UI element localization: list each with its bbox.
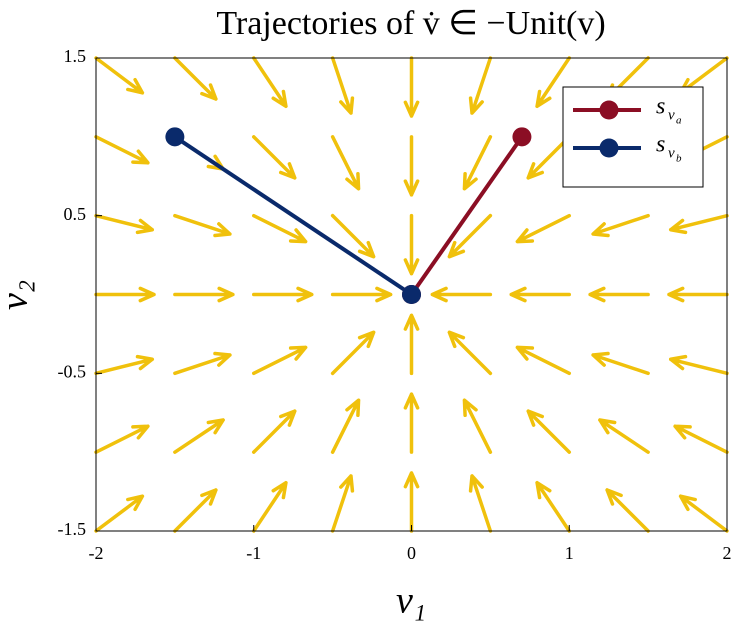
legend-marker [599, 100, 619, 120]
y-tick-label: 1.5 [64, 46, 87, 66]
x-tick-label: 1 [565, 543, 574, 563]
quiver-arrow [598, 418, 650, 454]
quiver-arrow [173, 286, 235, 303]
quiver-arrow [173, 351, 232, 376]
quiver-arrow [252, 56, 288, 109]
quiver-arrow [535, 56, 571, 109]
quiver-arrow [252, 213, 308, 244]
quiver-arrow [403, 56, 420, 118]
legend-subscript2: b [676, 153, 682, 165]
legend-label: s [656, 132, 665, 158]
quiver-arrow [462, 398, 493, 454]
quiver-arrow [173, 213, 232, 238]
quiver-arrow [94, 424, 150, 454]
y-tick-label: -1.5 [58, 519, 87, 539]
legend-box [562, 86, 704, 188]
quiver-arrow [94, 354, 155, 376]
trajectory-point [165, 127, 185, 147]
legend-label: s [656, 94, 665, 120]
quiver-arrow [447, 330, 493, 376]
x-tick-label: 0 [407, 543, 416, 563]
quiver-arrow [447, 213, 493, 259]
quiver-arrow [173, 488, 218, 533]
quiver-arrow [403, 313, 420, 376]
quiver-arrow [673, 424, 729, 454]
legend: s v as v b [562, 86, 704, 188]
legend-subscript2: a [676, 115, 682, 127]
quiver-arrow [462, 135, 493, 191]
quiver-arrow [403, 135, 420, 197]
y-tick-label: 0.5 [64, 204, 87, 224]
quiver-arrow [252, 409, 297, 454]
quiver-arrow [94, 494, 145, 533]
quiver-arrow [515, 345, 571, 376]
quiver-arrow [468, 474, 493, 533]
x-tick-label: -2 [89, 543, 104, 563]
quiver-arrow [330, 330, 376, 376]
quiver-arrow [94, 56, 145, 95]
quiver-arrow [430, 286, 493, 303]
quiver-arrow [330, 474, 355, 533]
y-tick-label: -0.5 [58, 361, 87, 381]
quiver-arrow [668, 354, 729, 376]
trajectory-point [512, 127, 532, 147]
quiver-arrow [605, 488, 650, 533]
quiver-arrow [252, 135, 297, 180]
quiver-arrow [403, 392, 420, 454]
legend-subscript: v [668, 145, 675, 161]
quiver-arrow [588, 286, 650, 303]
legend-subscript: v [668, 107, 675, 123]
quiver-arrow [330, 398, 361, 454]
quiver-arrow [526, 409, 571, 454]
x-tick-label: 2 [723, 543, 732, 563]
quiver-arrow [94, 213, 155, 235]
quiver-arrow [403, 213, 420, 276]
quiver-arrow [468, 56, 493, 115]
quiver-arrow [668, 213, 729, 235]
quiver-arrow [330, 213, 376, 259]
trajectory-line [173, 135, 413, 297]
quiver-arrow [94, 135, 150, 165]
trajectories [165, 127, 532, 304]
quiver-arrow [252, 286, 314, 303]
legend-marker [599, 138, 619, 158]
quiver-arrow [515, 213, 571, 244]
x-axis-label: v₁ [396, 580, 426, 622]
quiver-arrow [509, 286, 571, 303]
x-tick-label: -1 [246, 543, 261, 563]
trajectory-point [402, 285, 421, 304]
trajectory-line [409, 135, 524, 296]
quiver-arrow [667, 286, 729, 303]
quiver-arrow [330, 56, 355, 115]
quiver-arrow [678, 494, 729, 533]
quiver-arrow [252, 480, 288, 533]
chart-title: Trajectories of v̇ ∈ −Unit(v) [216, 5, 605, 42]
quiver-arrow [526, 135, 571, 180]
quiver-arrow [330, 135, 361, 191]
quiver-arrow [591, 213, 650, 238]
y-axis-label: v₂ [0, 280, 36, 310]
quiver-arrow [173, 418, 225, 454]
quiver-arrow [403, 471, 420, 533]
quiver-arrow [94, 286, 156, 303]
quiver-arrow [591, 351, 650, 376]
quiver-arrow [173, 56, 218, 101]
quiver-arrow [535, 480, 571, 533]
quiver-arrow [252, 345, 308, 376]
quiver-arrow [330, 286, 393, 303]
quiver-field [94, 56, 729, 533]
